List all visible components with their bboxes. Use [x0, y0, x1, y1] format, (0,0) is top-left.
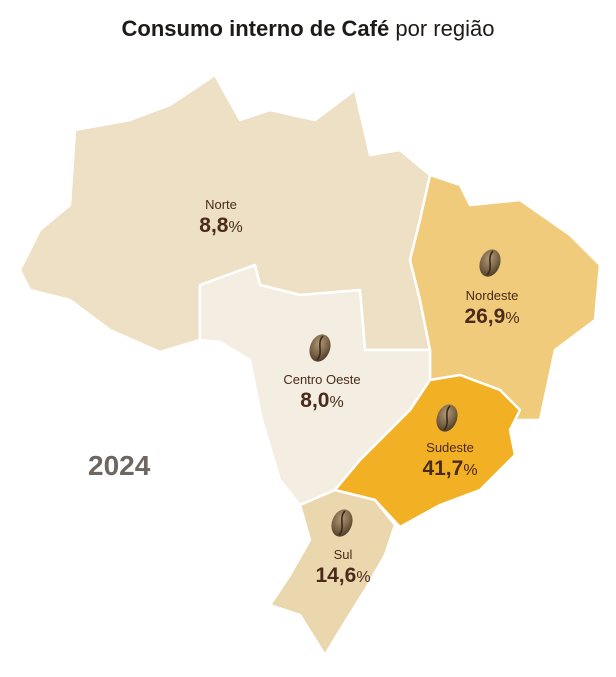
region-name: Norte	[205, 197, 237, 212]
region-name: Nordeste	[465, 288, 519, 303]
region-value: 14,6%	[315, 564, 370, 588]
value-number: 26,9	[464, 305, 506, 328]
region-sudeste[interactable]	[333, 373, 522, 529]
region-name: Sul	[333, 547, 353, 562]
value-number: 8,8	[199, 214, 229, 237]
value-unit: %	[356, 569, 371, 586]
year-label: 2024	[88, 450, 151, 481]
value-unit: %	[505, 310, 520, 327]
value-unit: %	[329, 394, 344, 411]
coffee-bean-icon	[331, 509, 353, 537]
title-bold: Consumo interno de Café	[121, 16, 390, 41]
title-rest: por região	[395, 16, 495, 41]
region-value: 8,8%	[199, 214, 242, 238]
region-nordeste[interactable]	[408, 173, 602, 422]
value-unit: %	[463, 462, 478, 479]
region-name: Sudeste	[426, 440, 474, 455]
coffee-bean-icon	[436, 404, 458, 432]
region-value: 41,7%	[422, 457, 477, 481]
value-unit: %	[228, 219, 243, 236]
value-number: 41,7	[422, 457, 464, 480]
region-value: 8,0%	[283, 389, 360, 413]
value-number: 8,0	[300, 389, 330, 412]
coffee-bean-icon	[479, 249, 501, 277]
label-sudeste: Sudeste 41,7%	[422, 440, 477, 481]
label-norte: Norte 8,8%	[199, 197, 242, 238]
label-sul: Sul 14,6%	[315, 547, 370, 588]
region-name: Centro Oeste	[283, 372, 361, 387]
label-nordeste: Nordeste 26,9%	[464, 288, 519, 329]
value-number: 14,6	[315, 564, 357, 587]
label-centro-oeste: Centro Oeste 8,0%	[283, 372, 360, 413]
region-value: 26,9%	[464, 305, 519, 329]
chart-title: Consumo interno de Café por região	[0, 16, 616, 42]
coffee-bean-icon	[309, 334, 331, 362]
region-sul[interactable]	[268, 488, 397, 657]
